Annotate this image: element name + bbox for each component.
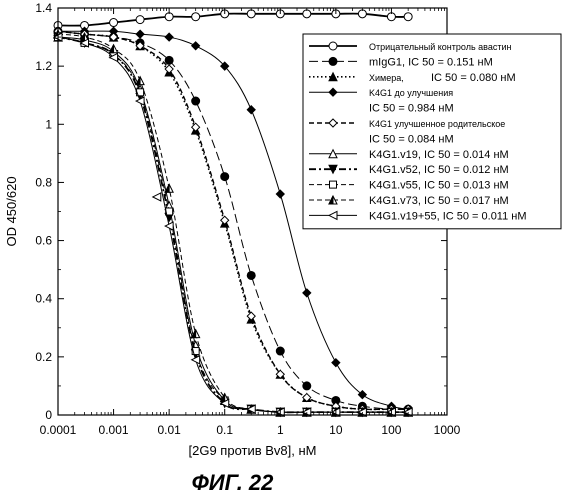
data-point — [110, 45, 118, 53]
x-tick-label: 0.001 — [99, 423, 129, 437]
y-tick-label: 1.2 — [35, 59, 52, 73]
x-tick-label: 0.01 — [157, 423, 181, 437]
series-0 — [54, 10, 412, 30]
legend-label: Отрицательный контроль авастин — [369, 42, 511, 52]
legend-label: K4G1.v19+55, IC 50 = 0.011 нМ — [369, 210, 527, 222]
data-point — [221, 173, 229, 181]
data-point — [247, 271, 255, 279]
data-point — [136, 16, 144, 24]
outlier-point — [153, 193, 161, 201]
legend: Отрицательный контроль авастин mIgG1, IC … — [303, 34, 561, 229]
data-point — [303, 10, 311, 18]
legend-label: IC 50 = 0.084 нМ — [369, 133, 454, 145]
data-point — [136, 77, 144, 85]
data-point — [192, 13, 200, 21]
legend-label: K4G1.v19, IC 50 = 0.014 нМ — [369, 149, 509, 161]
legend-swatch-marker — [329, 42, 337, 50]
y-axis-title: OD 450/620 — [4, 176, 19, 246]
figure-caption: ФИГ. 22 — [192, 470, 275, 495]
legend-item: IC 50 = 0.084 нМ — [369, 133, 454, 145]
y-tick-label: 0 — [45, 408, 52, 422]
x-tick-label: 100 — [381, 423, 401, 437]
x-tick-label: 0.0001 — [40, 423, 77, 437]
data-point — [192, 42, 200, 50]
legend-swatch-marker — [329, 57, 337, 65]
legend-label: K4G1 улучшенное родительское — [369, 119, 505, 129]
legend-label: K4G1.v73, IC 50 = 0.017 нМ — [369, 195, 509, 207]
data-point — [165, 56, 173, 64]
data-point — [221, 216, 229, 224]
legend-label: Химера, — [369, 73, 404, 83]
data-point — [165, 33, 173, 41]
x-tick-label: 0.1 — [216, 423, 233, 437]
legend-label: mIgG1, IC 50 = 0.151 нМ — [369, 56, 493, 68]
data-point — [247, 106, 255, 114]
x-axis-title: [2G9 против Bv8], нМ — [189, 443, 317, 458]
data-point — [332, 359, 340, 367]
legend-label-suffix: IC 50 = 0.080 нМ — [431, 72, 516, 84]
y-tick-label: 0.4 — [35, 292, 52, 306]
data-point — [165, 184, 173, 192]
y-tick-label: 1 — [45, 117, 52, 131]
x-tick-label: 1 — [277, 423, 284, 437]
data-point — [136, 30, 144, 38]
legend-swatch-marker — [330, 181, 337, 188]
data-point — [404, 13, 412, 21]
x-tick-label: 1000 — [434, 423, 461, 437]
data-point — [192, 97, 200, 105]
y-tick-label: 1.4 — [35, 1, 52, 15]
data-point — [303, 289, 311, 297]
y-tick-label: 0.6 — [35, 234, 52, 248]
data-point — [247, 312, 255, 320]
x-tick-label: 10 — [329, 423, 343, 437]
legend-label: IC 50 = 0.984 нМ — [369, 103, 454, 115]
legend-item: IC 50 = 0.984 нМ — [369, 103, 454, 115]
data-point — [358, 10, 366, 18]
data-point — [276, 190, 284, 198]
data-point — [165, 65, 173, 73]
data-point — [110, 19, 118, 27]
data-point — [276, 347, 284, 355]
data-point — [247, 10, 255, 18]
legend-label: K4G1 до улучшения — [369, 88, 453, 98]
y-tick-label: 0.2 — [35, 350, 52, 364]
legend-label: K4G1.v52, IC 50 = 0.012 нМ — [369, 164, 509, 176]
data-point — [165, 222, 173, 230]
y-tick-label: 0.8 — [35, 175, 52, 189]
legend-label: K4G1.v55, IC 50 = 0.013 нМ — [369, 180, 509, 192]
data-point — [303, 382, 311, 390]
